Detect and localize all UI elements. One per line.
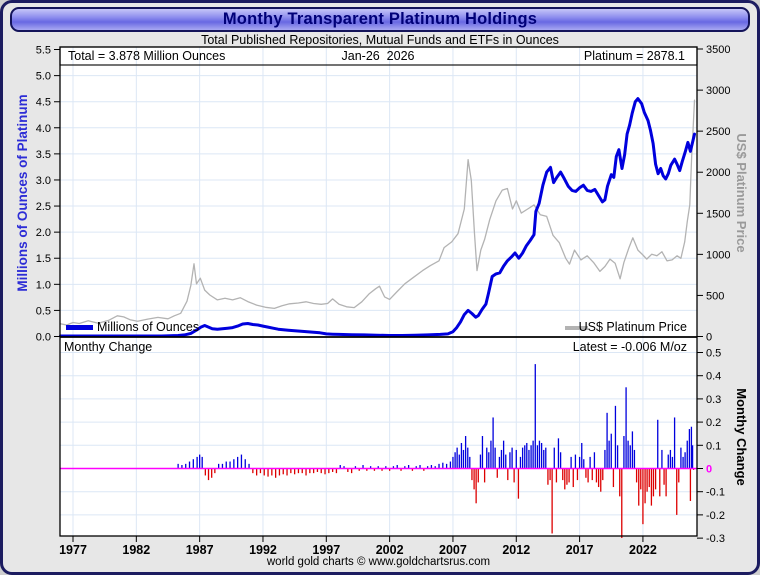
change-bars (177, 364, 695, 538)
svg-text:1.0: 1.0 (36, 279, 51, 291)
svg-text:2012: 2012 (502, 543, 530, 557)
legend-ounces: Millions of Ounces (97, 320, 200, 334)
svg-text:0: 0 (706, 332, 712, 344)
svg-text:2022: 2022 (629, 543, 657, 557)
latest-change-value: Latest = -0.006 M/oz (572, 340, 687, 354)
svg-text:2500: 2500 (706, 126, 730, 138)
chart-footer: world gold charts © www.goldchartsrus.co… (266, 556, 491, 568)
svg-text:2.0: 2.0 (36, 227, 51, 239)
plot-border (59, 46, 698, 537)
svg-text:0.0: 0.0 (36, 332, 51, 344)
svg-text:1982: 1982 (122, 543, 150, 557)
svg-text:2002: 2002 (376, 543, 404, 557)
svg-text:2.5: 2.5 (36, 201, 51, 213)
legend-price-swatch (565, 326, 588, 330)
svg-text:2007: 2007 (439, 543, 467, 557)
price-line (59, 99, 696, 326)
svg-text:1987: 1987 (186, 543, 214, 557)
legend-ounces-swatch (66, 325, 93, 330)
holdings-line (59, 97, 696, 338)
svg-text:1997: 1997 (312, 543, 340, 557)
svg-text:500: 500 (706, 290, 724, 302)
svg-text:1000: 1000 (706, 249, 730, 261)
svg-text:1977: 1977 (59, 543, 87, 557)
svg-text:5.0: 5.0 (36, 71, 51, 83)
monthly-change-label: Monthy Change (64, 340, 153, 354)
chart-subtitle: Total Published Repositories, Mutual Fun… (201, 33, 559, 47)
change-axis-title: Monthy Change (734, 388, 749, 486)
svg-text:3.5: 3.5 (36, 149, 51, 161)
chart-canvas: 0.0 0.5 1.0 1.5 2.0 2.5 3.0 3.5 4.0 4.5 5.0 5.5 0 500… (36, 44, 731, 557)
left-axis-title: Millions of Ounces of Platinum (15, 94, 30, 292)
svg-text:1.5: 1.5 (36, 253, 51, 265)
svg-text:0.1: 0.1 (706, 440, 721, 452)
legend-price: US$ Platinum Price (578, 320, 687, 334)
svg-text:-0.3: -0.3 (706, 533, 725, 545)
svg-text:0.2: 0.2 (706, 417, 721, 429)
svg-text:5.5: 5.5 (36, 45, 51, 57)
total-holdings-value: Total = 3.878 Million Ounces (68, 49, 226, 63)
chart-date: Jan-26 2026 (341, 49, 415, 63)
svg-text:2000: 2000 (706, 167, 730, 179)
svg-text:-0.1: -0.1 (706, 487, 725, 499)
platinum-price-value: Platinum = 2878.1 (583, 49, 685, 63)
svg-text:0.4: 0.4 (706, 371, 721, 383)
page-title: Monthy Transparent Platinum Holdings (222, 10, 538, 28)
svg-text:0.5: 0.5 (36, 305, 51, 317)
svg-text:0.5: 0.5 (706, 348, 721, 360)
svg-text:0.3: 0.3 (706, 394, 721, 406)
svg-text:4.0: 4.0 (36, 123, 51, 135)
axis-tick-labels: 0.0 0.5 1.0 1.5 2.0 2.5 3.0 3.5 4.0 4.5 5.0 5.5 0 500… (36, 44, 731, 557)
svg-text:-0.2: -0.2 (706, 510, 725, 522)
axis-ticks (54, 48, 703, 542)
grid-lines (60, 47, 697, 536)
svg-text:1500: 1500 (706, 208, 730, 220)
svg-text:2017: 2017 (566, 543, 594, 557)
svg-text:1992: 1992 (249, 543, 277, 557)
svg-text:3000: 3000 (706, 85, 730, 97)
svg-text:3500: 3500 (706, 44, 730, 56)
title-bar: Monthy Transparent Platinum Holdings (10, 7, 750, 32)
svg-text:0: 0 (706, 464, 712, 476)
svg-text:3.0: 3.0 (36, 175, 51, 187)
svg-text:4.5: 4.5 (36, 97, 51, 109)
